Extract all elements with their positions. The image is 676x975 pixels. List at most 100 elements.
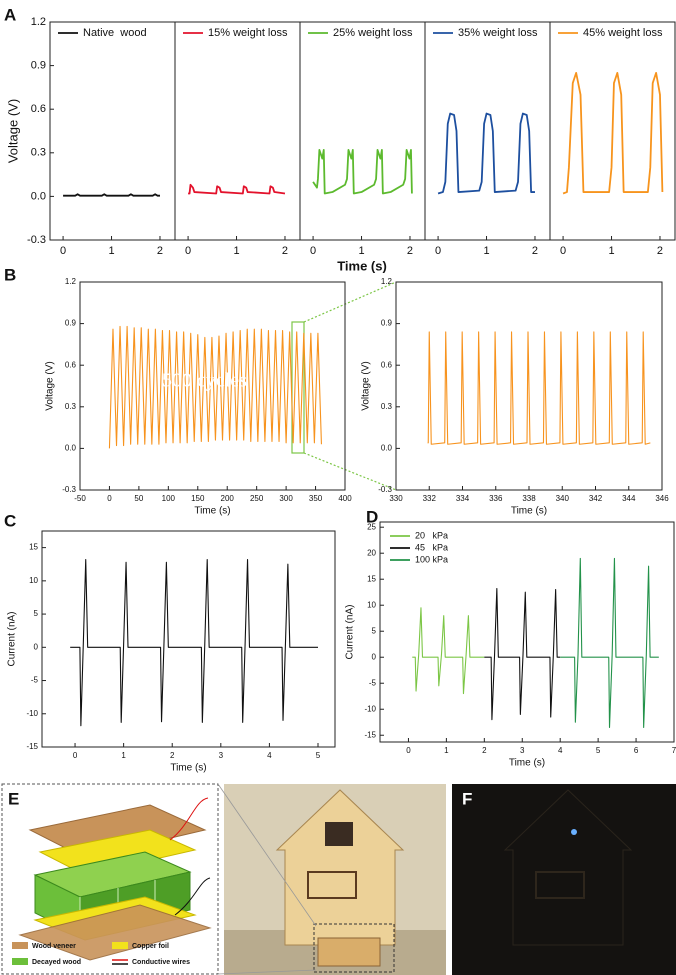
legend-label: 45 kPa xyxy=(415,542,448,552)
x-tick-label: 0 xyxy=(107,494,112,503)
y-tick-label: 0.3 xyxy=(381,402,393,411)
x-tick-label: 4 xyxy=(267,751,272,760)
y-tick-label: 0.9 xyxy=(65,319,77,328)
schematic: Wood veneer Copper foil Decayed wood Con… xyxy=(1,783,219,975)
x-tick-label: 334 xyxy=(456,494,470,503)
x-tick-label: 2 xyxy=(157,245,163,257)
plot-frame xyxy=(174,21,301,241)
x-tick-label: 50 xyxy=(134,494,143,503)
y-tick-label: 0.9 xyxy=(381,319,393,328)
legend-label: Conductive wires xyxy=(132,959,190,966)
x-tick-label: 338 xyxy=(522,494,536,503)
plot: 0 1 2 45% weight loss xyxy=(549,21,676,257)
photo xyxy=(217,783,446,975)
x-tick-label: 250 xyxy=(250,494,264,503)
x-tick-label: 0 xyxy=(185,245,191,257)
wire xyxy=(174,877,211,916)
panel-label: F xyxy=(462,789,472,808)
zoom-line xyxy=(303,281,397,323)
x-tick-label: 1 xyxy=(108,245,114,257)
series-line xyxy=(412,607,485,695)
legend-swatch xyxy=(12,942,28,949)
x-tick-label: 400 xyxy=(338,494,352,503)
zoom-box xyxy=(291,321,305,454)
legend-label: 25% weight loss xyxy=(333,27,413,39)
y-tick-label: 0.6 xyxy=(381,360,393,369)
x-tick-label: 6 xyxy=(634,746,639,755)
y-axis-label: Voltage (V) xyxy=(361,361,372,410)
series-line xyxy=(437,112,535,195)
zoom-line xyxy=(303,452,397,491)
y-tick-label: 15 xyxy=(29,543,38,552)
y-tick-label: -15 xyxy=(26,742,38,751)
plot-frame xyxy=(79,281,346,491)
x-axis-label: Time (s) xyxy=(194,506,230,517)
plot: 0 1 2 Time (s) 25% weight loss xyxy=(299,21,426,273)
y-tick-label: 1.2 xyxy=(31,16,46,28)
x-tick-label: 0 xyxy=(560,245,566,257)
y-tick-label: -10 xyxy=(26,709,38,718)
x-tick-label: -50 xyxy=(74,494,86,503)
y-axis-label: Voltage (V) xyxy=(45,361,56,410)
y-tick-label: -15 xyxy=(364,730,376,739)
series-line xyxy=(312,148,413,195)
legend-label: 15% weight loss xyxy=(208,27,288,39)
plot: 0 1 2 3 4 5 -15 -10 -5 0 5 10 15 Time (s) Current (nA) xyxy=(7,530,336,774)
y-tick-label: 0.9 xyxy=(31,60,46,72)
plot-frame xyxy=(41,530,336,748)
x-tick-label: 0 xyxy=(60,245,66,257)
x-tick-label: 330 xyxy=(389,494,403,503)
y-tick-label: 25 xyxy=(367,522,376,531)
y-tick-label: 0.0 xyxy=(31,190,46,202)
series-line xyxy=(70,559,318,727)
x-tick-label: 1 xyxy=(233,245,239,257)
legend-label: 35% weight loss xyxy=(458,27,538,39)
plot-frame xyxy=(379,521,675,743)
legend-label: Decayed wood xyxy=(32,959,81,966)
x-tick-label: 5 xyxy=(316,751,321,760)
plot: 0 1 2 35% weight loss xyxy=(424,21,551,257)
plot-frame xyxy=(299,21,426,241)
legend-label: Native wood xyxy=(83,27,147,39)
x-tick-label: 342 xyxy=(589,494,603,503)
x-tick-label: 7 xyxy=(672,746,676,755)
legend-label: Wood veneer xyxy=(32,943,76,950)
y-tick-label: 0.6 xyxy=(65,360,77,369)
house-outline xyxy=(503,789,633,946)
series-line xyxy=(63,193,160,197)
y-axis-label: Current (nA) xyxy=(7,611,18,666)
x-tick-label: 5 xyxy=(596,746,601,755)
series-line xyxy=(562,71,664,195)
plot: 0 1 2 15% weight loss xyxy=(174,21,301,257)
x-tick-label: 0 xyxy=(310,245,316,257)
x-tick-label: 1 xyxy=(121,751,126,760)
connector xyxy=(217,969,317,975)
y-tick-label: -0.3 xyxy=(378,485,392,494)
x-tick-label: 200 xyxy=(221,494,235,503)
house-window xyxy=(325,822,353,846)
y-tick-label: 5 xyxy=(372,626,377,635)
x-tick-label: 2 xyxy=(657,245,663,257)
x-tick-label: 2 xyxy=(532,245,538,257)
y-tick-label: 0 xyxy=(372,652,377,661)
plot-frame xyxy=(549,21,676,241)
x-tick-label: 3 xyxy=(219,751,224,760)
y-tick-label: 0 xyxy=(34,642,39,651)
x-tick-label: 340 xyxy=(556,494,570,503)
series-line xyxy=(427,331,651,445)
x-tick-label: 300 xyxy=(279,494,293,503)
device-outline xyxy=(313,923,395,973)
legend-label: 100 kPa xyxy=(415,554,448,564)
y-tick-label: 0.3 xyxy=(65,402,77,411)
y-tick-label: -0.3 xyxy=(27,234,46,246)
x-tick-label: 346 xyxy=(655,494,669,503)
x-tick-label: 0 xyxy=(406,746,411,755)
x-tick-label: 2 xyxy=(170,751,175,760)
x-tick-label: 0 xyxy=(73,751,78,760)
device xyxy=(317,937,381,967)
x-tick-label: 332 xyxy=(423,494,437,503)
x-tick-label: 1 xyxy=(358,245,364,257)
x-axis-label: Time (s) xyxy=(170,763,206,774)
x-axis-label: Time (s) xyxy=(337,258,387,273)
